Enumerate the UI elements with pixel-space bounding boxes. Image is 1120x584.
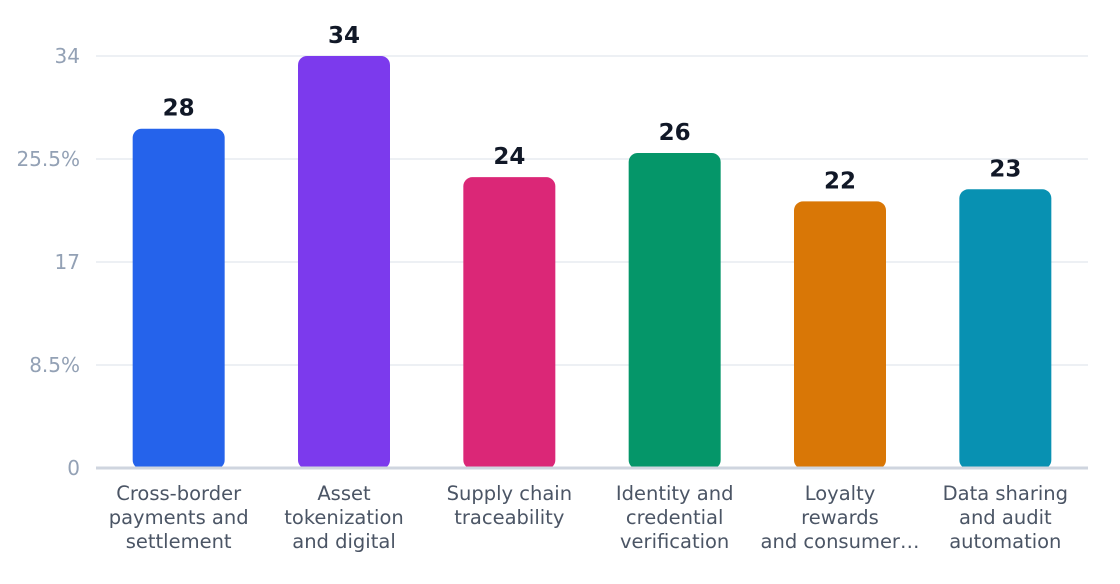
x-tick-label-line: automation <box>949 530 1061 553</box>
bar[interactable] <box>959 189 1052 469</box>
x-tick-label-line: and digital <box>292 530 396 553</box>
bar[interactable] <box>132 128 225 470</box>
bar[interactable] <box>628 152 721 470</box>
x-tick-label-line: and consumer… <box>761 530 920 553</box>
x-tick-label-line: rewards <box>801 506 879 529</box>
bar-value-label: 24 <box>493 144 525 170</box>
y-tick-label: 0 <box>67 456 80 480</box>
y-tick-label: 25.5% <box>16 147 80 171</box>
y-tick-label: 34 <box>55 44 80 68</box>
x-tick-label: Data sharing and audit automation <box>943 482 1068 553</box>
gridlines <box>96 55 1088 366</box>
bar[interactable] <box>298 56 390 469</box>
y-axis-ticks: 0 8.5% 17 25.5% 34 <box>16 44 80 480</box>
x-tick-label: Asset tokenization and digital <box>284 482 404 553</box>
x-tick-label-line: Loyalty <box>805 482 876 505</box>
data-labels: 28 34 24 26 22 23 <box>163 23 1022 194</box>
x-tick-label: Supply chain traceability <box>447 482 572 529</box>
x-tick-label-line: traceability <box>454 506 564 529</box>
x-tick-label-line: Identity and <box>616 482 734 505</box>
x-tick-label-line: Supply chain <box>447 482 572 505</box>
y-tick-label: 17 <box>55 250 80 274</box>
bars <box>132 56 1052 470</box>
x-tick-label: Cross-border payments and settlement <box>109 482 249 553</box>
x-tick-label-line: credential <box>626 506 723 529</box>
bar[interactable] <box>463 177 556 470</box>
bar-value-label: 34 <box>328 23 360 49</box>
x-tick-label-line: payments and <box>109 506 249 529</box>
x-tick-label-line: Asset <box>317 482 371 505</box>
x-tick-label: Loyalty rewards and consumer… <box>761 482 920 553</box>
x-tick-label: Identity and credential verification <box>616 482 734 553</box>
y-tick-label: 8.5% <box>29 353 80 377</box>
bar-value-label: 23 <box>989 156 1021 182</box>
x-tick-label-line: Data sharing <box>943 482 1068 505</box>
bar-value-label: 22 <box>824 168 856 194</box>
x-tick-label-line: Cross-border <box>116 482 242 505</box>
x-tick-label-line: tokenization <box>284 506 404 529</box>
x-tick-label-line: and audit <box>959 506 1052 529</box>
bar[interactable] <box>794 201 886 470</box>
bar-value-label: 28 <box>163 96 195 122</box>
x-tick-label-line: verification <box>620 530 729 553</box>
x-tick-label-line: settlement <box>126 530 232 553</box>
bar-value-label: 26 <box>659 120 691 146</box>
